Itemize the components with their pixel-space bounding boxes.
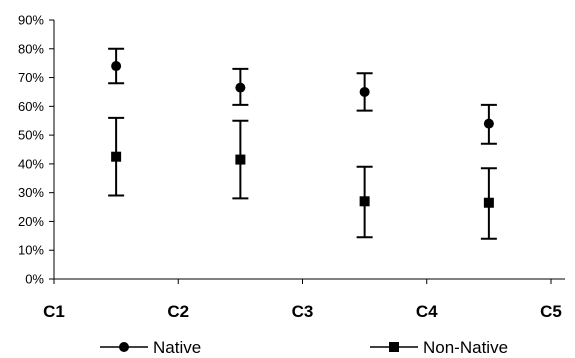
data-point: [359, 196, 370, 207]
data-point: [483, 118, 494, 129]
y-axis: 0% 10% 20% 30% 40% 50% 60% 70% 80% 90%: [18, 13, 55, 287]
y-tick-label: 20%: [18, 214, 44, 229]
y-tick-label: 10%: [18, 243, 44, 258]
data-point: [111, 151, 122, 162]
data-point: [235, 82, 246, 93]
x-tick-label: C2: [167, 302, 189, 321]
plot-area: [108, 47, 497, 240]
data-point: [235, 154, 246, 165]
legend-item: Non-Native: [370, 338, 508, 357]
x-tick-label: C3: [292, 302, 314, 321]
legend: Native Non-Native: [100, 338, 508, 357]
y-tick-label: 60%: [18, 99, 44, 114]
legend-label: Non-Native: [423, 338, 508, 357]
x-tick-label: C4: [416, 302, 438, 321]
legend-item: Native: [100, 338, 201, 357]
y-tick-label: 30%: [18, 185, 44, 200]
y-tick-label: 50%: [18, 128, 44, 143]
y-tick-label: 90%: [18, 13, 44, 28]
legend-marker: [389, 342, 399, 352]
series-native: [108, 47, 497, 145]
data-point: [483, 197, 494, 208]
y-tick-label: 70%: [18, 70, 44, 85]
data-point: [111, 61, 122, 72]
y-tick-label: 40%: [18, 156, 44, 171]
x-tick-label: C5: [540, 302, 562, 321]
y-tick-label: 80%: [18, 41, 44, 56]
x-axis: C1 C2 C3 C4 C5: [43, 278, 565, 321]
legend-marker: [119, 342, 129, 352]
series-non-native: [108, 116, 497, 240]
y-tick-label: 0%: [25, 272, 44, 287]
legend-label: Native: [153, 338, 201, 357]
data-point: [359, 86, 370, 97]
x-tick-label: C1: [43, 302, 65, 321]
